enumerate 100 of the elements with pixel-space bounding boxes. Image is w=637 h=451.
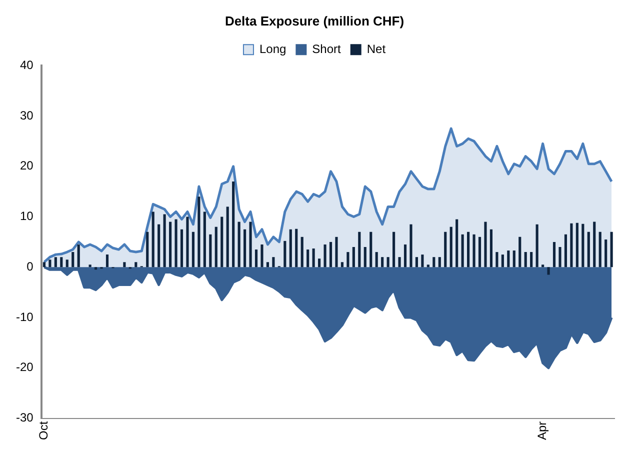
bar	[306, 250, 310, 268]
bar	[421, 254, 424, 268]
bar	[335, 236, 338, 268]
bar	[558, 247, 562, 268]
bar	[198, 196, 200, 268]
bar	[587, 232, 590, 268]
y-tick-label: -10	[16, 310, 34, 324]
bar	[582, 224, 584, 268]
bar	[169, 222, 172, 268]
bar	[450, 226, 452, 268]
bar	[66, 260, 68, 268]
bar	[152, 212, 154, 268]
bar	[324, 244, 326, 268]
bar	[358, 232, 361, 268]
chart-title: Delta Exposure (million CHF)	[224, 13, 404, 28]
bar	[186, 216, 189, 268]
bar	[226, 206, 229, 268]
bar	[249, 222, 252, 268]
bar	[238, 222, 240, 268]
bar	[404, 244, 407, 268]
bar	[60, 257, 63, 268]
bar	[72, 252, 74, 268]
bar	[42, 262, 46, 268]
bar	[260, 244, 264, 268]
bar	[180, 229, 184, 268]
bar	[542, 264, 544, 268]
y-tick-label: 20	[20, 158, 34, 173]
bar	[604, 239, 608, 268]
bar	[203, 212, 206, 268]
bar	[410, 224, 412, 268]
bar	[398, 257, 401, 268]
bar	[77, 244, 80, 268]
bar	[340, 262, 344, 268]
bar	[438, 257, 441, 268]
bar	[284, 240, 286, 268]
bar	[266, 262, 269, 268]
bar	[524, 252, 527, 268]
bar	[214, 226, 218, 268]
bar	[496, 252, 498, 268]
x-tick-label: Apr	[535, 421, 550, 440]
bar	[432, 257, 436, 268]
bar	[478, 236, 482, 268]
bar	[318, 258, 321, 268]
bar	[512, 250, 516, 268]
bar	[456, 219, 458, 268]
bar	[392, 232, 396, 268]
bar	[54, 257, 57, 268]
bar	[507, 250, 510, 268]
bar	[484, 222, 487, 268]
bar	[564, 234, 568, 268]
bar	[352, 247, 355, 268]
bar	[490, 229, 493, 268]
bar	[518, 236, 522, 268]
bar	[163, 214, 166, 268]
bar	[346, 252, 350, 268]
bar	[570, 223, 573, 268]
bar	[375, 252, 378, 268]
bar	[598, 232, 602, 268]
legend-label: Net	[366, 42, 386, 56]
bar	[530, 252, 533, 268]
bar	[593, 222, 596, 268]
bar	[244, 229, 246, 268]
y-tick-label: -30	[16, 410, 34, 425]
bar	[295, 228, 298, 268]
bar	[220, 216, 224, 268]
bar	[88, 264, 92, 268]
bar	[134, 262, 138, 268]
bar	[209, 234, 212, 268]
bar	[576, 222, 578, 268]
bar	[300, 236, 304, 268]
bar	[552, 242, 556, 268]
legend-label: Long	[259, 42, 286, 56]
bar	[174, 219, 178, 268]
bar	[472, 234, 476, 268]
bar	[386, 257, 390, 268]
y-tick-label: 0	[26, 259, 34, 274]
bar	[415, 257, 418, 268]
bar	[364, 247, 366, 268]
bar	[312, 248, 315, 268]
bar	[192, 232, 194, 268]
bar	[461, 234, 464, 268]
bar	[48, 260, 52, 268]
bar	[94, 267, 98, 270]
bar	[610, 232, 613, 268]
y-tick-label: 10	[20, 209, 34, 224]
bar	[272, 257, 275, 268]
y-tick-label: -20	[16, 360, 34, 374]
bar	[370, 232, 372, 268]
bar	[467, 232, 470, 268]
bar	[329, 242, 332, 268]
bar	[381, 257, 384, 268]
bar	[158, 224, 160, 268]
legend-label: Short	[312, 42, 342, 56]
bar	[146, 232, 149, 268]
bar	[547, 267, 550, 275]
bar	[536, 224, 538, 268]
bar	[106, 254, 109, 268]
x-tick-label: Oct	[36, 420, 51, 440]
bar	[289, 229, 292, 268]
y-tick-label: 40	[20, 58, 34, 72]
